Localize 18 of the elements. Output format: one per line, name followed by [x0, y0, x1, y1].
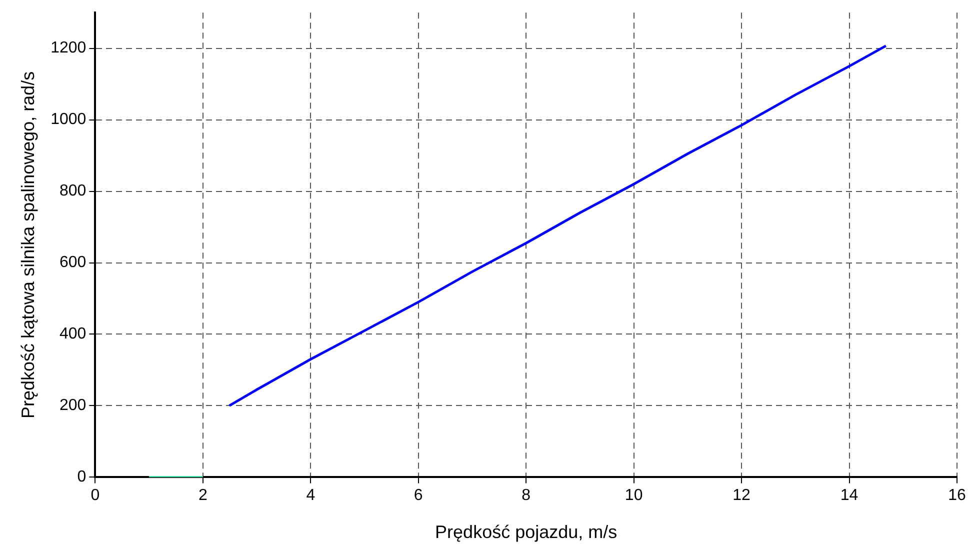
x-tick-label: 12 [732, 487, 751, 504]
x-tick-label: 10 [624, 487, 643, 504]
x-tick-label: 8 [522, 487, 531, 504]
x-tick-label: 2 [198, 487, 208, 504]
x-tick-label: 16 [948, 487, 966, 504]
y-tick-label: 0 [77, 468, 86, 486]
y-tick-label: 1200 [50, 40, 86, 57]
x-tick-label: 14 [840, 487, 858, 504]
y-tick-label: 200 [59, 397, 86, 414]
x-tick-label: 0 [90, 487, 100, 504]
x-tick-label: 6 [414, 487, 423, 504]
y-tick-label: 1000 [50, 111, 86, 128]
y-tick-label: 800 [59, 182, 86, 200]
x-tick-label: 4 [306, 487, 316, 504]
y-tick-label: 600 [59, 254, 86, 272]
x-axis-title: Prędkość pojazdu, m/s [435, 522, 618, 542]
y-tick-label: 400 [59, 326, 86, 343]
y-axis-title: Prędkość kątowa silnika spalinowego, rad/s [18, 71, 38, 418]
